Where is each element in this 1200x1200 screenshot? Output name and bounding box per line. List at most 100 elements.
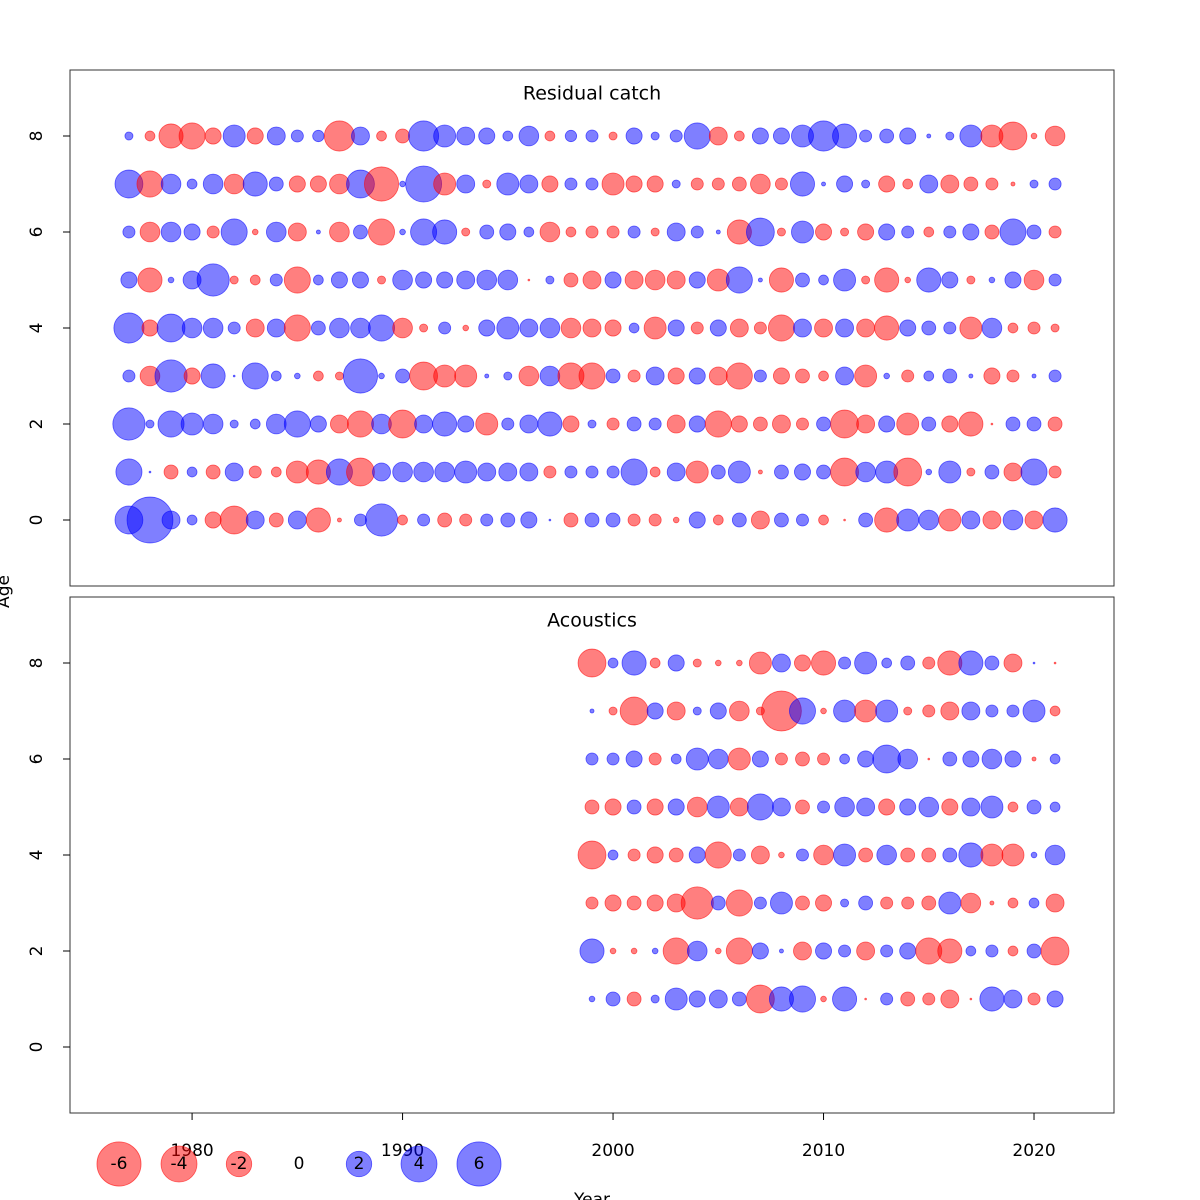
bubble <box>998 121 1028 151</box>
bubble <box>1006 704 1020 718</box>
bubble <box>751 127 769 145</box>
bubble <box>855 461 876 483</box>
bubble <box>748 651 772 675</box>
bubble <box>962 750 980 768</box>
bubble <box>669 129 683 143</box>
bubble <box>921 895 937 911</box>
bubble <box>283 410 311 438</box>
bubble <box>664 987 688 1011</box>
bubble <box>990 422 994 426</box>
bubble <box>1048 369 1062 383</box>
bubble <box>294 372 301 380</box>
bubble <box>921 320 937 336</box>
bubble <box>518 125 540 147</box>
bubble <box>1007 897 1019 909</box>
bubble <box>519 414 539 434</box>
bubble <box>334 371 344 381</box>
bubble <box>1049 753 1061 765</box>
bubble <box>1028 897 1040 909</box>
bubble <box>417 513 431 527</box>
bubble <box>963 176 979 192</box>
bubble <box>649 466 661 478</box>
bubble <box>432 411 458 437</box>
bubble <box>772 653 791 673</box>
bubble <box>900 655 916 671</box>
bubble <box>456 174 476 194</box>
bubble <box>856 414 876 434</box>
bubble <box>926 133 932 139</box>
bubble <box>1047 416 1063 432</box>
bubble <box>609 947 617 955</box>
x-tick-label: 2000 <box>591 1141 634 1161</box>
bubble <box>251 228 259 236</box>
bubble <box>966 467 976 477</box>
bubble <box>772 797 791 817</box>
bubble <box>680 886 714 920</box>
bubble <box>178 122 206 150</box>
bubble <box>838 656 852 670</box>
bubble <box>648 417 662 431</box>
bubble <box>900 991 916 1007</box>
bubble <box>1007 801 1019 813</box>
bubble <box>241 362 269 390</box>
bubble <box>577 840 607 870</box>
bubble <box>229 275 239 285</box>
bubble <box>395 368 410 384</box>
bubble <box>604 894 622 912</box>
bubble <box>727 460 751 484</box>
bubble <box>1026 224 1042 240</box>
bubble <box>984 464 1000 480</box>
bubble <box>1046 990 1064 1008</box>
bubble <box>518 365 540 387</box>
bubble <box>519 318 539 338</box>
bubble <box>985 704 999 718</box>
bubble <box>666 222 686 242</box>
bubble <box>859 129 873 143</box>
y-tick-label: 8 <box>27 658 47 669</box>
bubble <box>793 941 812 961</box>
bubble <box>497 269 519 291</box>
bubble <box>543 465 557 479</box>
bubble <box>330 271 348 289</box>
bubble <box>186 514 198 526</box>
bubble <box>539 317 561 339</box>
bubble <box>704 410 732 438</box>
bubble <box>958 842 984 868</box>
bubble <box>814 318 833 338</box>
bubble <box>606 225 620 239</box>
panel-title: Acoustics <box>547 610 637 632</box>
bubble <box>774 464 789 480</box>
bubble <box>579 938 605 964</box>
bubble <box>585 752 599 766</box>
bubble <box>414 414 434 434</box>
bubble <box>628 322 640 334</box>
bubble <box>901 225 915 239</box>
bubble <box>878 175 896 193</box>
bubble <box>858 512 874 528</box>
bubble <box>160 221 182 243</box>
bubble <box>372 462 391 482</box>
bubble <box>959 124 983 148</box>
legend-label: -4 <box>171 1154 188 1174</box>
bubble <box>708 126 728 146</box>
legend-label: 0 <box>294 1154 305 1174</box>
bubble <box>670 753 682 765</box>
bubble <box>268 176 284 192</box>
bubble <box>711 177 725 191</box>
bubble <box>789 697 816 725</box>
bubble <box>916 267 942 293</box>
bubble <box>984 655 1000 671</box>
bubble <box>500 512 516 528</box>
bubble <box>624 270 644 290</box>
bubble <box>649 657 661 669</box>
bubble <box>746 793 774 821</box>
bubble <box>796 417 809 431</box>
bubble <box>937 650 963 676</box>
bubble <box>222 124 246 148</box>
bubble <box>772 367 790 385</box>
bubble <box>646 702 664 720</box>
bubble <box>564 177 578 191</box>
bubble <box>626 895 642 911</box>
bubble <box>878 415 896 433</box>
bubble <box>961 701 981 721</box>
